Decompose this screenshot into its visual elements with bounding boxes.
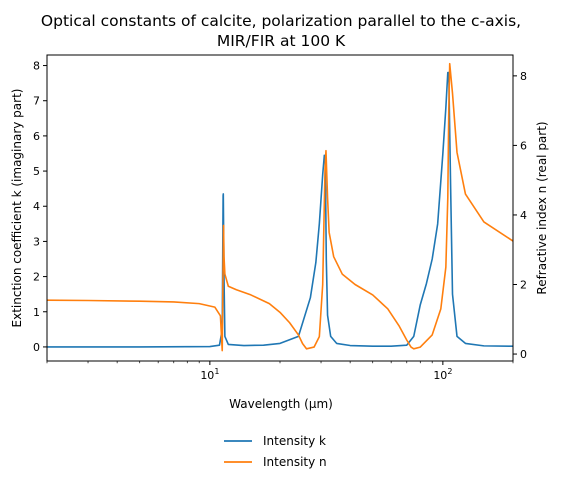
left-y-tick-label: 8 [33,60,40,73]
right-y-tick-label: 2 [520,279,527,292]
right-y-tick-label: 4 [520,209,527,222]
chart-subtitle: MIR/FIR at 100 K [217,32,346,50]
plot-frame [46,54,514,362]
left-y-tick-label: 6 [33,130,40,143]
right-y-tick-label: 0 [520,348,527,361]
x-axis: 101 102 [46,361,514,382]
left-y-tick-label: 1 [33,306,40,319]
left-y-tick-label: 4 [33,200,40,213]
left-y-tick-label: 0 [33,341,40,354]
series-line-1 [47,71,513,348]
left-y-axis: 0 1 2 3 4 5 6 7 8 [33,60,47,354]
series-line-2 [47,62,513,352]
series-layer [47,62,513,352]
right-y-axis-label: Refractive index n (real part) [535,121,549,294]
x-axis-label: Wavelength (μm) [229,397,333,411]
plot-area [46,54,514,362]
left-y-axis-label: Extinction coefficient k (imaginary part… [10,89,24,328]
left-y-tick-label: 5 [33,165,40,178]
left-y-tick-label: 2 [33,271,40,284]
legend-label-2: Intensity n [263,455,327,469]
right-y-tick-label: 6 [520,139,527,152]
x-tick-label: 102 [433,367,452,382]
legend: Intensity k Intensity n [224,434,327,469]
left-y-tick-label: 3 [33,235,40,248]
right-y-axis: 0 2 4 6 8 [513,70,527,361]
chart-title: Optical constants of calcite, polarizati… [41,12,521,30]
right-y-tick-label: 8 [520,70,527,83]
left-y-tick-label: 7 [33,95,40,108]
legend-label-1: Intensity k [263,434,326,448]
x-tick-label: 101 [200,367,219,382]
